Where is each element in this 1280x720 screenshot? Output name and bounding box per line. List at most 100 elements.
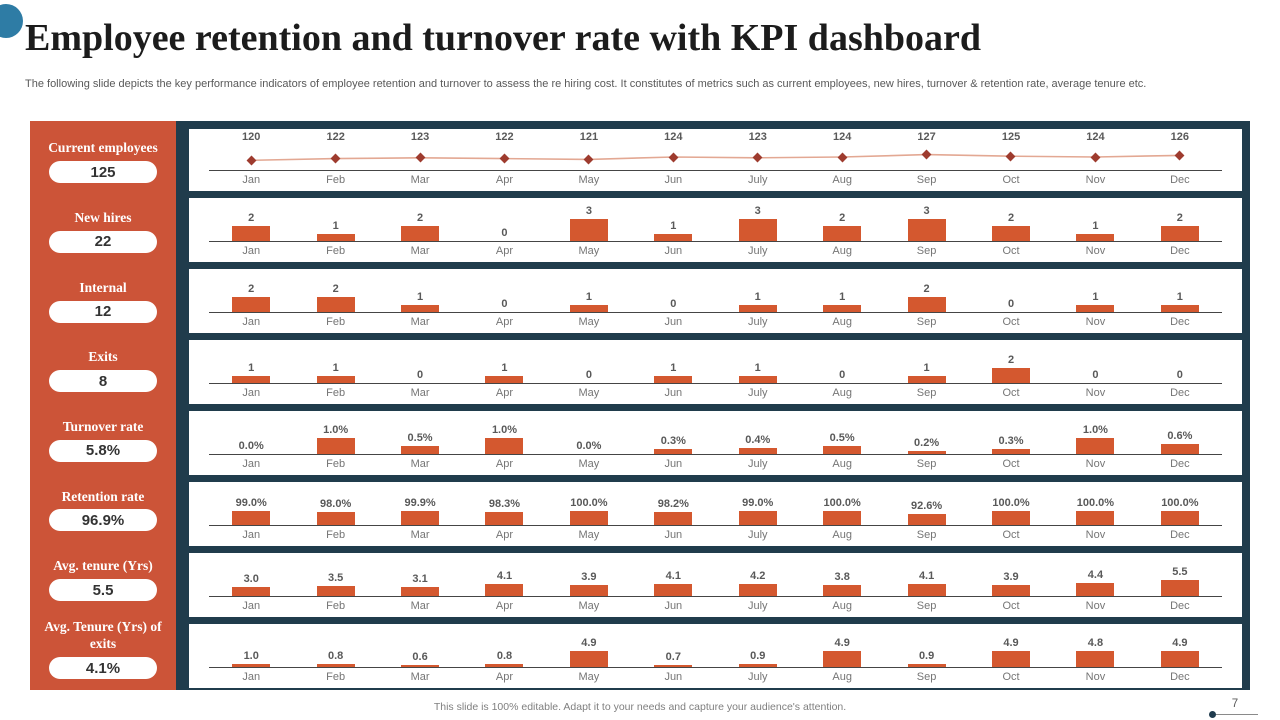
month-label: Apr [495,458,514,470]
value-label: 1 [1176,290,1183,303]
chart-cell: 4.4 [1053,570,1137,596]
chart-cell: 100.0% [969,498,1053,525]
chart-cell: 3 [884,206,968,241]
value-label: 2 [1176,212,1183,225]
chart-cell: 2 [969,213,1053,241]
chart-cell: 0.0% [547,441,631,454]
chart-cell: 1 [884,361,968,383]
chart-cell: 1 [209,362,293,383]
value-label: 1 [923,361,930,374]
bar [316,297,355,312]
value-label: 2 [1007,212,1015,225]
chart-cell: 1.0 [209,650,293,667]
bar [1076,438,1115,454]
value-label: 0.4% [745,433,771,446]
bar [823,584,862,596]
month-label: Nov [1085,387,1106,399]
month-axis: Jan Feb Mar Apr May Jun July Aug Sep Oct Nov Dec [209,315,1222,329]
month-label: Jan [242,245,261,257]
page-number: 7 [1231,698,1239,710]
value-label: 4.2 [750,569,766,582]
value-label: 100.0% [823,497,861,509]
month-label: Feb [326,600,346,612]
value-label: 3.5 [327,571,344,584]
chart-cell: 0 [462,228,546,241]
month-label: Dec [1170,174,1190,186]
month-label: Feb [326,245,346,257]
value-label: 1 [332,219,339,232]
month-label: Jun [664,458,683,470]
chart-cell: 0.9 [884,651,968,667]
value-label: 2 [923,283,930,296]
trend-line-strip [209,144,1222,171]
chart-cell: 3.8 [800,571,884,596]
bar [738,664,777,667]
chart-cell: 0 [1053,370,1137,383]
value-label: 0.9 [750,650,766,663]
month-label: Oct [1002,316,1020,328]
month-axis: Jan Feb Mar Apr May Jun July Aug Sep Oct Nov Dec [209,386,1222,400]
kpi-block-turnover-rate: Turnover rate 5.8% [30,406,176,476]
chart-cell: 1 [631,219,715,241]
chart-cell: 1 [1138,290,1222,312]
chart-cell: 1 [716,361,800,383]
value-label: 2 [416,212,424,225]
month-label: Dec [1170,671,1190,683]
value-label: 1 [585,290,592,303]
chart-cell: 98.3% [462,498,546,525]
bar [823,304,862,312]
month-label: Mar [410,174,430,186]
month-label: Aug [832,174,852,186]
chart-cell: 4.9 [800,638,884,667]
chart-cell: 4.1 [884,571,968,596]
chart-cell: 2 [800,213,884,241]
month-label: Jan [242,529,261,541]
chart-cell: 2 [209,213,293,241]
bar [485,438,524,454]
value-label: 0 [839,369,846,381]
month-axis: Jan Feb Mar Apr May Jun July Aug Sep Oct Nov Dec [209,599,1222,613]
bars-strip: 99.0% 98.0% 99.9% 98.3% 100.0% 98.2% 99.0% 100.… [209,485,1222,526]
bar [992,651,1030,667]
bar [569,584,608,596]
month-label: Sep [916,387,937,399]
value-label: 126 [1170,131,1190,143]
month-label: July [747,529,768,541]
bar [823,511,862,525]
chart-cell: 0 [462,299,546,312]
kpi-block-avg-tenure-exits: Avg. Tenure (Yrs) of exits 4.1% [30,614,176,684]
value-label: 1.0% [491,424,518,436]
trend-line [251,153,1180,162]
bar [992,584,1030,596]
bar [1160,304,1199,312]
value-label: 120 [242,131,261,143]
month-axis: Jan Feb Mar Apr May Jun July Aug Sep Oct Nov Dec [209,244,1222,258]
chart-cell: 0.0% [209,441,293,454]
month-label: Nov [1085,600,1106,612]
bar [1160,651,1199,667]
month-label: Dec [1170,387,1190,399]
month-label: May [578,174,600,186]
bar [401,446,440,454]
bar [992,511,1030,525]
chart-cell: 3.0 [209,574,293,596]
bar [316,233,355,241]
value-label: 1 [670,219,677,232]
bar [654,511,693,525]
dashboard: Current employees 125 New hires 22 Internal 1… [30,121,1250,690]
value-label: 99.0% [742,497,774,510]
bar [1160,444,1199,454]
value-label: 4.8 [1087,637,1104,650]
value-label: 1 [754,361,761,374]
chart-cell: 98.0% [293,498,377,525]
chart-cell: 0.3% [631,436,715,454]
month-label: Jun [664,600,683,612]
value-label: 2 [1007,354,1015,367]
kpi-value-pill: 5.5 [49,579,157,601]
month-label: Aug [832,671,852,683]
chart-cell: 4.8 [1053,638,1137,667]
chart-cell: 0.6 [378,652,462,667]
value-label: 127 [917,131,936,143]
month-label: Feb [326,387,346,399]
value-label: 2 [332,283,339,296]
